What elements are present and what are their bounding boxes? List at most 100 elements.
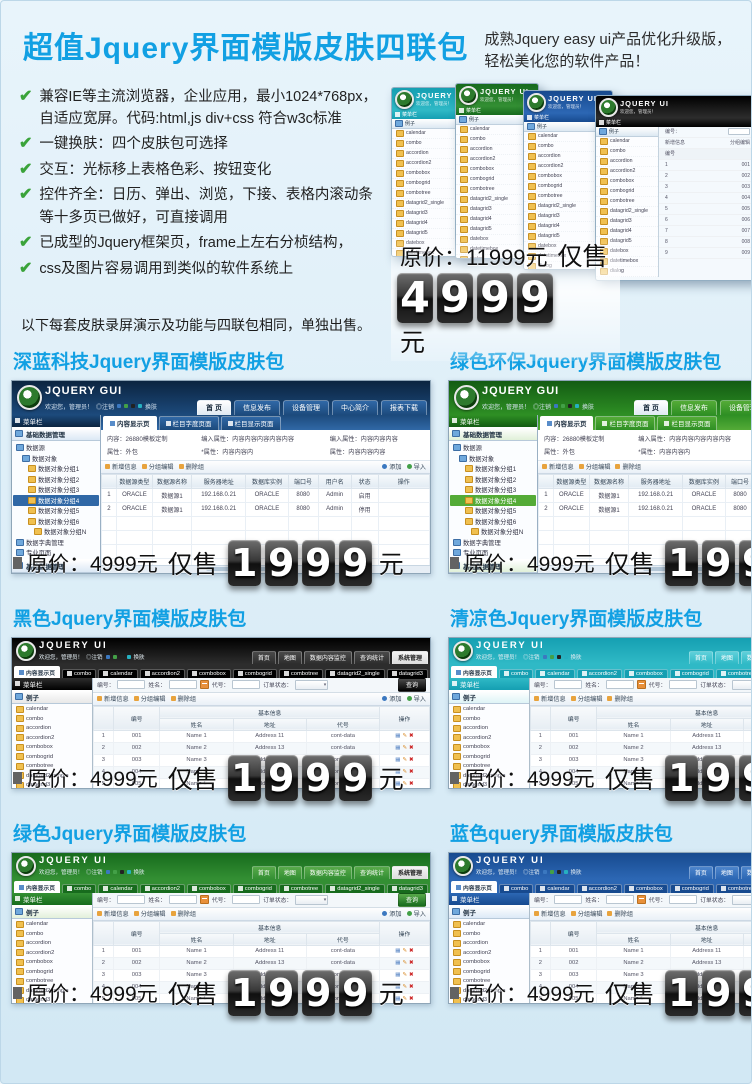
skin-screenshot[interactable]: JQUERY UI 欢迎您，管理员！◎注销 换肤 首页地图数据内容监控查询统计系统管理… <box>447 636 751 789</box>
skin-dot-icon[interactable] <box>563 654 568 659</box>
sidebar-item[interactable]: combotree <box>524 192 612 202</box>
content-tab[interactable]: 内容显示页 <box>103 415 157 430</box>
content-tab[interactable]: 内容显示页 <box>450 665 497 678</box>
sidebar-item[interactable]: combobox <box>12 743 92 753</box>
table-row[interactable]: 2 002 <box>659 171 751 182</box>
edit-icon[interactable]: ✎ <box>402 757 408 763</box>
content-tab[interactable]: combobox <box>623 883 668 893</box>
skin-switch-link[interactable]: 换肤 <box>133 869 145 876</box>
sidebar-item[interactable]: datagrid3 <box>456 205 538 215</box>
toolbar-button[interactable]: 导入 <box>406 462 426 471</box>
sidebar-item[interactable]: combo <box>12 929 92 939</box>
skin-dot-icon[interactable] <box>131 404 136 408</box>
nav-tab[interactable]: 信息发布 <box>233 399 280 415</box>
tree-item[interactable]: 数据对象分组2 <box>13 474 99 485</box>
sidebar-item[interactable]: combogrid <box>456 175 538 185</box>
skin-dot-icon[interactable] <box>112 654 117 659</box>
sidebar-item[interactable]: combogrid <box>524 182 612 192</box>
table-row[interactable]: 7 007 <box>659 226 751 237</box>
sidebar-item[interactable]: datagrid2_single <box>392 199 472 209</box>
sidebar-item[interactable]: accordion <box>524 152 612 162</box>
content-tab[interactable]: 内容显示页 <box>450 880 497 893</box>
nav-tab[interactable]: 查询统计 <box>353 865 390 879</box>
edit-icon[interactable]: ✎ <box>402 733 408 739</box>
logout-link[interactable]: ◎注销 <box>86 869 103 876</box>
skin-screenshot[interactable]: JQUERY UI 欢迎您，管理员！◎注销 换肤 首页地图数据内容监控查询统计系统管理… <box>447 851 751 1004</box>
view-icon[interactable]: ▦ <box>395 781 401 787</box>
toolbar-button[interactable]: 导入 <box>406 909 426 918</box>
accordion-header[interactable]: 基础数据管理 <box>12 426 100 441</box>
calendar-icon[interactable] <box>199 895 209 904</box>
content-tab[interactable]: 栏目字度页面 <box>595 415 656 430</box>
filter-select[interactable]: ▾ <box>732 679 751 690</box>
table-row[interactable]: 5 005 <box>659 204 751 215</box>
sidebar-item[interactable]: datagrid4 <box>524 222 612 232</box>
tree-item[interactable]: 数据对象分组3 <box>13 485 99 496</box>
accordion-header[interactable]: 例子 <box>448 904 529 919</box>
sidebar-item[interactable]: combobox <box>596 177 658 187</box>
edit-icon[interactable]: ✎ <box>402 769 408 775</box>
nav-tab[interactable]: 报表下载 <box>380 399 427 415</box>
accordion-header[interactable]: 例子 <box>12 689 92 704</box>
content-tab[interactable]: 栏目字度页面 <box>158 415 219 430</box>
skin-dot-icon[interactable] <box>554 404 558 408</box>
skin-dot-icon[interactable] <box>549 869 554 874</box>
view-icon[interactable]: ▦ <box>395 960 401 966</box>
edit-icon[interactable]: ✎ <box>402 781 408 787</box>
view-icon[interactable]: ▦ <box>395 996 401 1002</box>
sidebar-item[interactable]: combotree <box>449 762 529 772</box>
view-icon[interactable]: ▦ <box>395 948 401 954</box>
delete-icon[interactable]: ✖ <box>409 972 414 978</box>
nav-tab[interactable]: 首页 <box>688 650 713 664</box>
sidebar-item[interactable]: combotree <box>449 977 529 987</box>
accordion-header[interactable]: 例子 <box>392 118 472 129</box>
skin-dot-icon[interactable] <box>119 654 124 659</box>
filter-input[interactable] <box>117 680 146 689</box>
sidebar-item[interactable]: calendar <box>392 129 472 139</box>
content-tab[interactable]: 栏目显示页面 <box>220 415 281 430</box>
sidebar-item[interactable]: combotree <box>12 762 92 772</box>
filter-input[interactable] <box>554 680 583 689</box>
content-tab[interactable]: datagrid2_single <box>325 883 385 893</box>
content-tab[interactable]: calendar <box>535 668 575 678</box>
tree-item[interactable]: 数据对象分组4 <box>13 495 99 506</box>
content-tab[interactable]: combogrid <box>669 668 714 678</box>
skin-dot-icon[interactable] <box>117 404 122 408</box>
nav-tab[interactable]: 数据内容监控 <box>303 865 352 879</box>
sidebar-item[interactable]: datagrid3 <box>392 209 472 219</box>
tree-item[interactable]: 数据对象分组N <box>450 527 536 538</box>
sidebar-item[interactable]: datagrid3 <box>524 212 612 222</box>
tree-item[interactable]: 数据源 <box>450 443 536 454</box>
toolbar-button[interactable]: 删除组 <box>607 909 633 918</box>
content-tab[interactable]: datagrid3 <box>386 883 428 893</box>
sidebar-item[interactable]: combo <box>449 714 529 724</box>
sidebar-item[interactable]: datagrid2_single <box>596 207 658 217</box>
sidebar-item[interactable]: accordion <box>449 724 529 734</box>
sidebar-item[interactable]: combo <box>596 147 658 157</box>
sidebar-item[interactable]: accordion2 <box>596 167 658 177</box>
tree-item[interactable]: 数据对象分组N <box>13 527 99 538</box>
sidebar-item[interactable]: combotree <box>456 185 538 195</box>
sidebar-item[interactable]: combo <box>524 142 612 152</box>
content-tab[interactable]: calendar <box>98 883 138 893</box>
delete-icon[interactable]: ✖ <box>409 733 414 739</box>
sidebar-item[interactable]: combogrid <box>12 752 92 762</box>
skin-dot-icon[interactable] <box>126 869 131 874</box>
nav-tab[interactable]: 地图 <box>277 650 302 664</box>
sidebar-item[interactable]: combobox <box>449 958 529 968</box>
content-tab[interactable]: calendar <box>535 883 575 893</box>
tree-item[interactable]: 数据对象分组5 <box>13 506 99 517</box>
filter-input[interactable] <box>605 680 634 689</box>
toolbar-button[interactable]: 分组编辑 <box>570 909 602 918</box>
skin-dot-icon[interactable] <box>563 869 568 874</box>
content-tab[interactable]: 栏目显示页面 <box>657 415 718 430</box>
sidebar-item[interactable]: datagrid4 <box>392 219 472 229</box>
tree-item[interactable]: 数据字典管理 <box>13 537 99 548</box>
content-tab[interactable]: datagrid2_single <box>325 668 385 678</box>
skin-dot-icon[interactable] <box>568 404 572 408</box>
accordion-header[interactable]: 例子 <box>456 114 538 125</box>
